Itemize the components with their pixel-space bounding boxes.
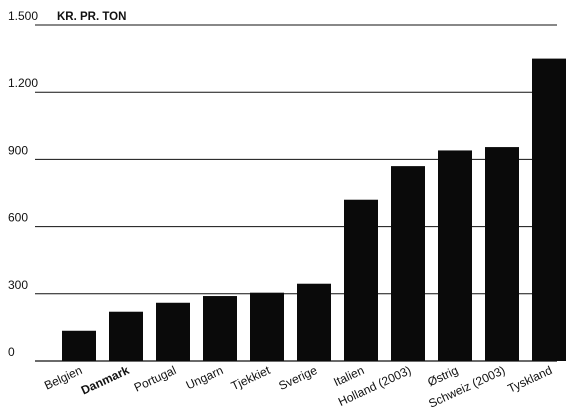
gridlines xyxy=(35,24,557,362)
y-tick-labels: 0 300 600 900 1.200 1.500 xyxy=(8,9,38,359)
bar xyxy=(532,58,566,361)
bars xyxy=(62,58,566,361)
x-tick-label: Tyskland xyxy=(505,363,554,396)
y-tick-label: 300 xyxy=(8,278,28,292)
x-tick-label: Sverige xyxy=(276,363,319,393)
y-tick-label: 0 xyxy=(8,345,15,359)
x-tick-label: Ungarn xyxy=(184,363,226,392)
y-tick-label: 600 xyxy=(8,211,28,225)
bar xyxy=(391,166,425,361)
bar xyxy=(344,199,378,361)
bar xyxy=(109,311,143,361)
y-tick-label: 1.200 xyxy=(8,76,38,90)
bar xyxy=(156,302,190,361)
x-tick-label: Belgien xyxy=(42,363,84,393)
x-tick-label: Portugal xyxy=(132,363,178,395)
bar xyxy=(297,283,331,361)
x-tick-label: Danmark xyxy=(79,363,132,398)
bar xyxy=(62,330,96,361)
bar xyxy=(250,292,284,361)
bar xyxy=(203,296,237,361)
y-tick-label: 1.500 xyxy=(8,9,38,23)
x-tick-label: Tjekkiet xyxy=(229,363,273,393)
bar xyxy=(485,147,519,361)
y-axis-unit-label: KR. PR. TON xyxy=(57,11,126,23)
y-tick-label: 900 xyxy=(8,143,28,157)
bar xyxy=(438,150,472,361)
